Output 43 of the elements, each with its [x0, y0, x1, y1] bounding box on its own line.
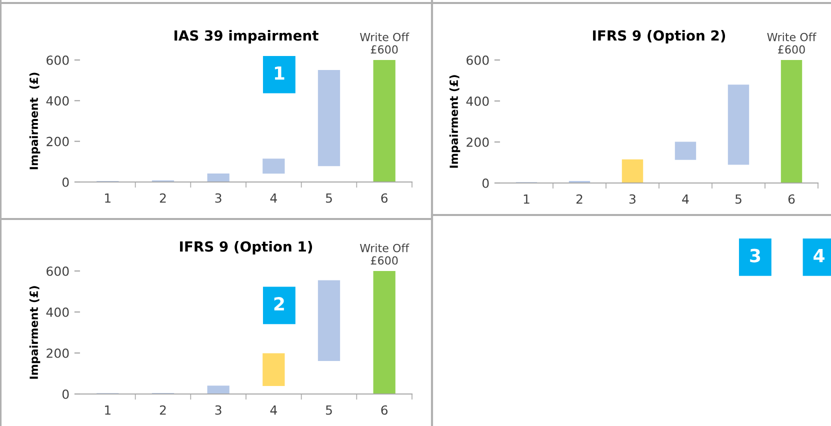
- x-tick-label: 2: [160, 193, 166, 203]
- y-tick-label: 400: [46, 96, 69, 106]
- annotation: 1: [274, 66, 284, 80]
- y-axis-title: Impairment (£): [29, 72, 40, 170]
- y-tick-label: 600: [466, 55, 489, 65]
- chart-title: IFRS 9 (Option 2): [593, 30, 726, 44]
- x-tick-label: 2: [160, 405, 166, 415]
- x-tick-label: 1: [105, 193, 110, 203]
- x-tick-label: 3: [215, 405, 222, 415]
- x-tick-label: 3: [215, 193, 222, 203]
- y-tick-label: 200: [46, 348, 69, 358]
- y-tick-label: 0: [482, 178, 489, 188]
- y-tick-label: 400: [46, 307, 69, 317]
- x-tick-label: 5: [735, 194, 742, 204]
- y-tick-label: 0: [62, 389, 69, 399]
- annotation: Write Off £600: [360, 244, 410, 265]
- annotation: Write Off £600: [360, 32, 410, 54]
- chart-title: IFRS 9 (Option 1): [180, 241, 312, 254]
- x-tick-label: 5: [326, 193, 332, 203]
- x-tick-label: 6: [381, 405, 388, 415]
- x-tick-label: 4: [682, 194, 689, 204]
- y-tick-label: 600: [46, 55, 69, 65]
- x-tick-label: 6: [788, 194, 795, 204]
- x-tick-label: 1: [105, 405, 110, 415]
- y-tick-label: 200: [466, 137, 489, 147]
- text: 3: [750, 248, 760, 262]
- x-tick-label: 4: [270, 193, 277, 203]
- y-tick-label: 400: [466, 96, 489, 106]
- y-tick-label: 0: [62, 177, 69, 187]
- y-axis-title: Impairment (£): [29, 286, 40, 379]
- y-tick-label: 200: [46, 136, 69, 146]
- x-tick-label: 3: [629, 194, 636, 204]
- x-tick-label: 4: [270, 405, 277, 415]
- chart-title: IAS 39 impairment: [174, 30, 318, 44]
- text: 4: [814, 249, 824, 262]
- annotation: 2: [274, 297, 284, 310]
- x-tick-label: 1: [524, 194, 530, 204]
- annotation: Write Off £600: [767, 32, 816, 54]
- x-tick-label: 2: [576, 194, 582, 204]
- y-tick-label: 600: [46, 266, 69, 276]
- x-tick-label: 5: [326, 405, 332, 415]
- y-axis-title: Impairment (£): [449, 75, 460, 168]
- x-tick-label: 6: [381, 193, 388, 203]
